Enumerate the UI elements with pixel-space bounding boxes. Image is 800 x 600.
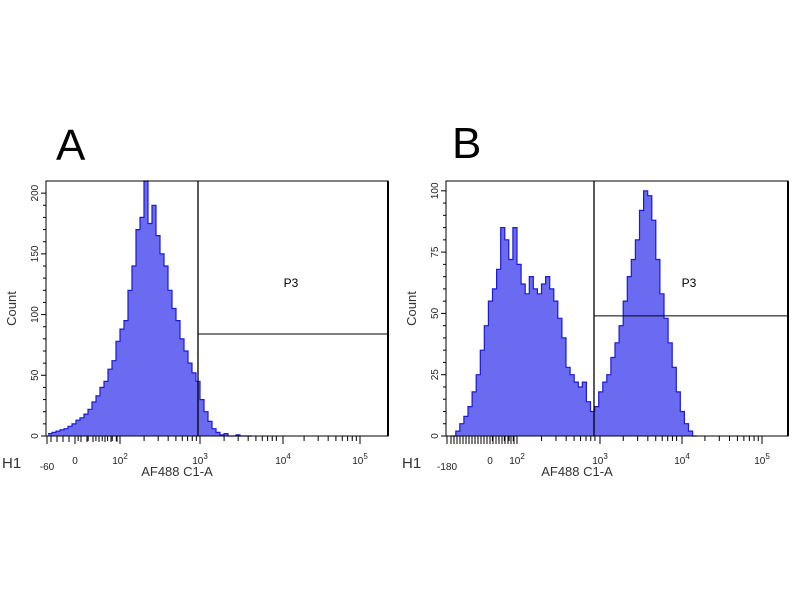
histogram-outline [451, 190, 697, 437]
x-tick-label: 104 [674, 452, 690, 467]
x-tick-label: 0 [72, 456, 78, 467]
x-tick-label: 0 [487, 456, 493, 467]
y-tick-label: 200 [30, 184, 41, 201]
panel-label: B [452, 119, 481, 168]
histogram-panel-A: A 0 50 100 150 200 Count -60 0 102 103 104 105 AF488 … [2, 121, 389, 479]
x-tick-label: 105 [352, 452, 368, 467]
x-tick-label: 102 [112, 452, 128, 467]
plot-name: H1 [402, 455, 421, 472]
x-tick-label: 104 [275, 452, 291, 467]
panel-label: A [56, 121, 86, 170]
y-tick-label: 0 [30, 433, 41, 439]
x-axis-label: AF488 C1-A [141, 464, 213, 479]
y-axis-label: Count [4, 291, 19, 326]
x-tick-label: -60 [40, 462, 55, 473]
y-tick-label: 25 [430, 369, 441, 381]
y-tick-label: 0 [430, 433, 441, 439]
x-axis-label: AF488 C1-A [541, 464, 613, 479]
x-tick-label: 103 [592, 452, 608, 467]
x-tick-label: 105 [754, 452, 770, 467]
y-tick-label: 100 [30, 306, 41, 323]
y-tick-label: 150 [30, 245, 41, 262]
y-axis-label: Count [404, 291, 419, 326]
y-tick-label: 100 [430, 182, 441, 199]
histogram-fill [48, 181, 252, 436]
x-tick-label: -180 [437, 462, 457, 473]
x-tick-label: 102 [509, 452, 525, 467]
x-tick-label: 103 [192, 452, 208, 467]
y-tick-label: 50 [30, 369, 41, 381]
y-tick-label: 75 [430, 246, 441, 258]
plot-name: H1 [2, 455, 21, 472]
histogram-panel-B: B 0 25 50 75 100 Count -180 0 102 103 104 105 AF488 C… [402, 119, 789, 479]
gate-p3-label: P3 [682, 276, 697, 290]
y-tick-label: 50 [430, 307, 441, 319]
gate-p3-label: P3 [284, 276, 299, 290]
